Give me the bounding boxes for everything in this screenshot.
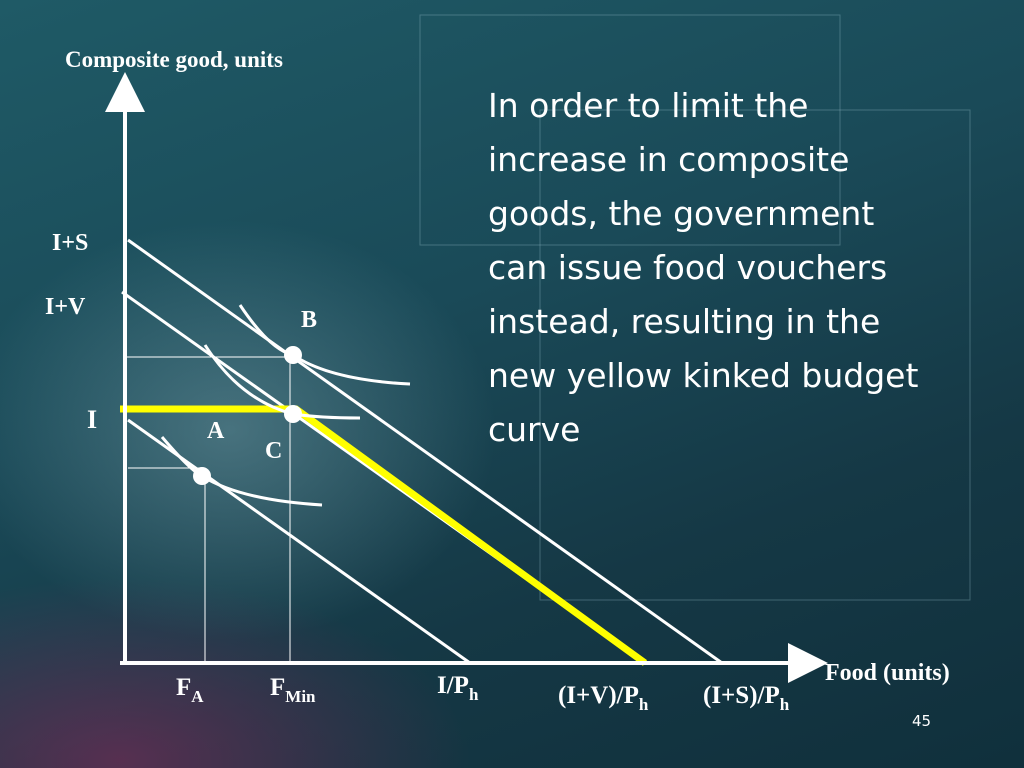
x-label-sub: Min xyxy=(285,687,316,706)
x-label: (I+V)/Ph xyxy=(558,682,649,714)
points xyxy=(193,346,302,485)
x-label: FA xyxy=(176,674,204,706)
x-label-main: I/P xyxy=(437,672,469,699)
body-line: can issue food vouchers xyxy=(488,248,887,287)
page-number: 45 xyxy=(912,712,931,730)
y-axis-label: Composite good, units xyxy=(65,47,283,72)
x-label: FMin xyxy=(270,674,316,706)
x-label: I/Ph xyxy=(437,672,479,704)
point-label: C xyxy=(265,438,282,464)
point-label: A xyxy=(207,418,225,444)
x-label-main: F xyxy=(270,674,285,701)
point-label: B xyxy=(301,307,317,333)
body-line: In order to limit the xyxy=(488,86,808,125)
x-label-sub: h xyxy=(780,695,790,714)
body-line: increase in composite xyxy=(488,140,849,179)
budget-label: I+S xyxy=(52,230,88,256)
x-label-sub: A xyxy=(191,687,204,706)
x-label-main: (I+V)/P xyxy=(558,682,639,709)
budget-label: I+V xyxy=(45,294,86,320)
decoration xyxy=(419,14,971,601)
body-line: instead, resulting in the xyxy=(488,302,880,341)
x-label: (I+S)/Ph xyxy=(703,682,790,714)
x-axis-label: Food (units) xyxy=(825,660,950,686)
x-label-main: (I+S)/P xyxy=(703,682,780,709)
body-line: goods, the government xyxy=(488,194,874,233)
x-label-sub: h xyxy=(639,695,649,714)
x-label-sub: h xyxy=(469,685,479,704)
body-line: curve xyxy=(488,410,580,449)
body-line: new yellow kinked budget xyxy=(488,356,918,395)
x-label-main: F xyxy=(176,674,191,701)
budget-label: I xyxy=(87,405,97,434)
